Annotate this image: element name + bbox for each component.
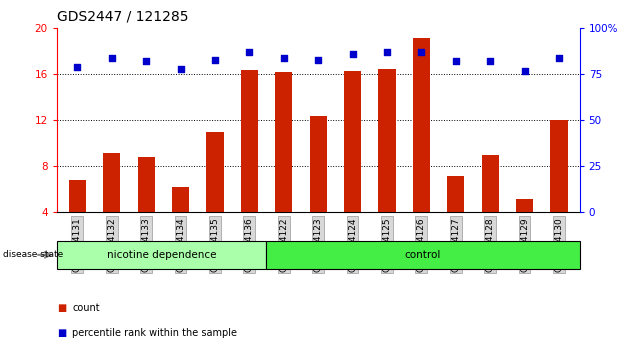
Bar <box>481 155 499 212</box>
Bar <box>309 116 327 212</box>
Bar <box>57 241 266 269</box>
Point <box>382 50 392 55</box>
Point <box>176 66 186 72</box>
Point <box>72 64 83 70</box>
Bar <box>137 157 155 212</box>
Bar <box>379 69 396 212</box>
Text: GDS2447 / 121285: GDS2447 / 121285 <box>57 10 188 24</box>
Text: count: count <box>72 303 100 313</box>
Text: control: control <box>404 250 441 260</box>
Point <box>416 50 427 55</box>
Text: disease state: disease state <box>3 250 64 259</box>
Bar <box>172 187 189 212</box>
Bar <box>207 132 224 212</box>
Bar <box>275 72 292 212</box>
Bar <box>103 153 120 212</box>
Bar <box>413 38 430 212</box>
Point <box>554 55 564 61</box>
Point <box>348 51 358 57</box>
Point <box>244 50 255 55</box>
Point <box>278 55 289 61</box>
Point <box>485 59 495 64</box>
Text: ■: ■ <box>57 303 66 313</box>
Point <box>450 59 461 64</box>
Point <box>520 68 530 74</box>
Bar <box>266 241 580 269</box>
Point <box>106 55 117 61</box>
Point <box>141 59 151 64</box>
Point <box>210 57 220 62</box>
Bar <box>344 71 361 212</box>
Bar <box>241 70 258 212</box>
Text: ■: ■ <box>57 328 66 338</box>
Bar <box>551 120 568 212</box>
Point <box>313 57 323 62</box>
Bar <box>69 180 86 212</box>
Text: percentile rank within the sample: percentile rank within the sample <box>72 328 238 338</box>
Bar <box>447 176 464 212</box>
Bar <box>516 199 533 212</box>
Text: nicotine dependence: nicotine dependence <box>106 250 216 260</box>
